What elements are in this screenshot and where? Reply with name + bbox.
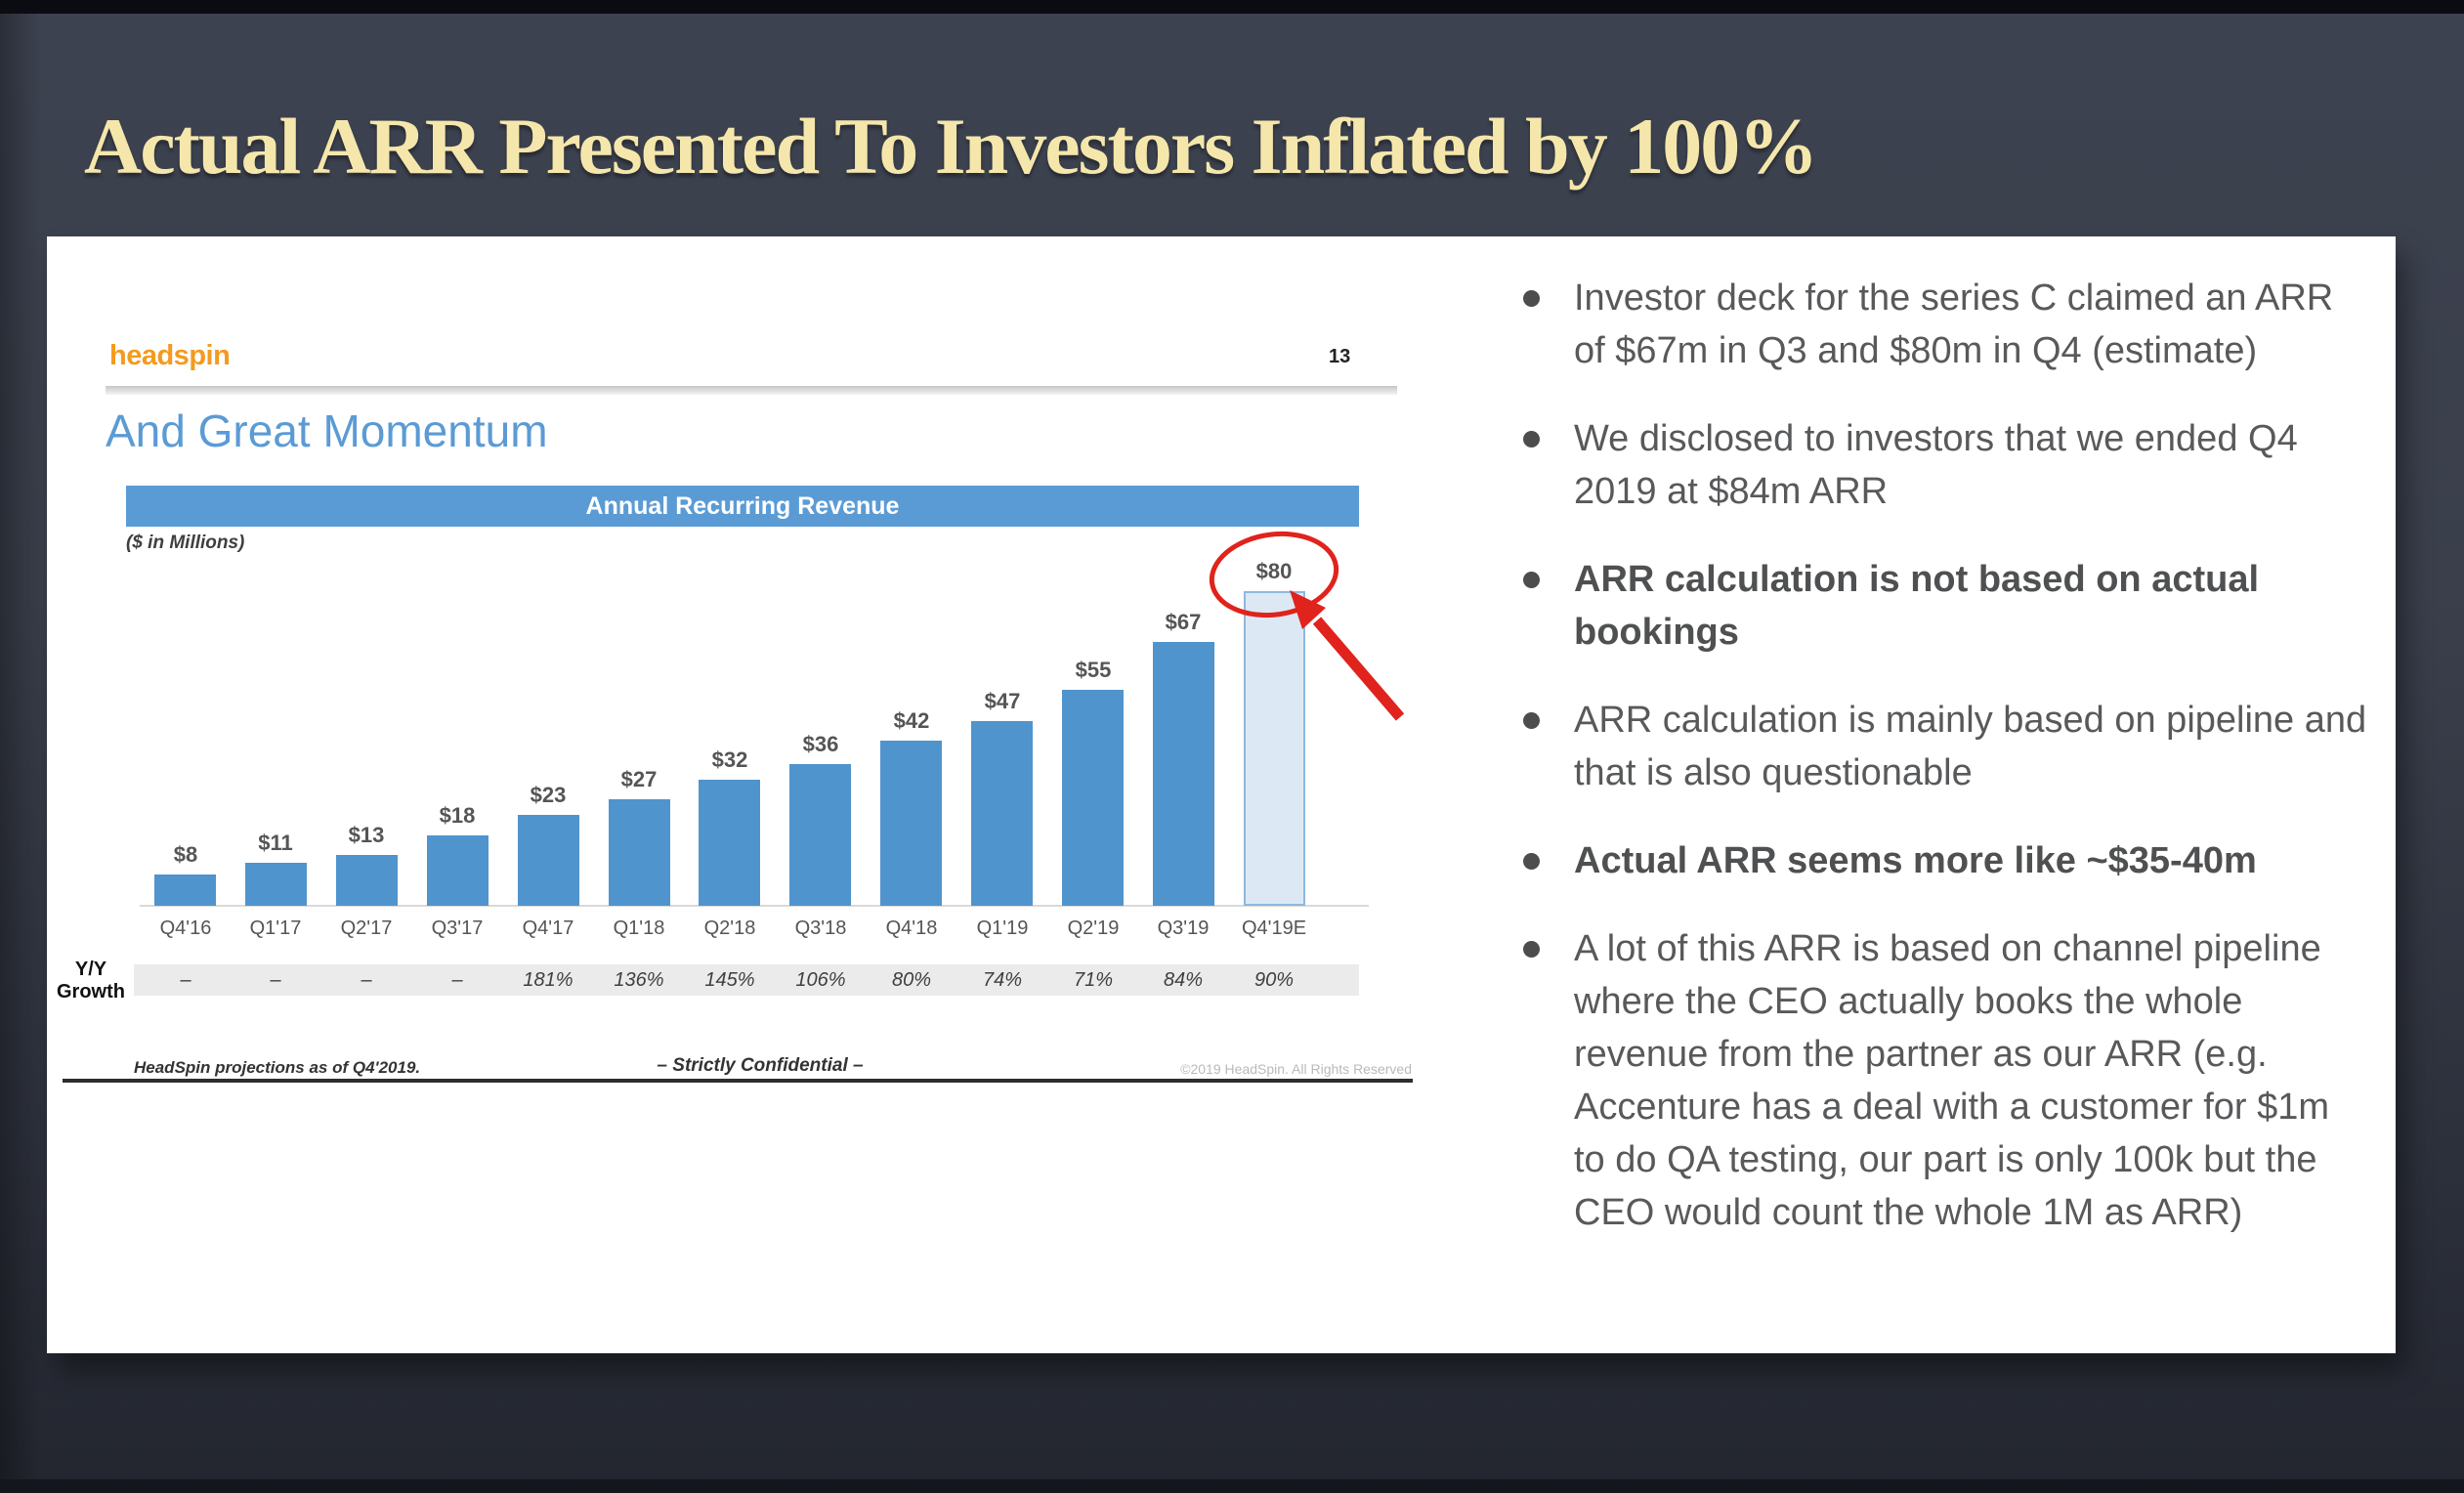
chart-units-note: ($ in Millions) <box>126 533 245 553</box>
bar-category-label: Q1'18 <box>613 917 665 939</box>
bar-value-label: $11 <box>258 831 293 855</box>
list-item: ARR calculation is mainly based on pipel… <box>1509 694 2394 799</box>
bar <box>699 780 760 906</box>
bar-category-label: Q4'19E <box>1241 917 1307 939</box>
slide-footer-confidential: – Strictly Confidential – <box>657 1055 864 1076</box>
x-axis-line <box>140 905 1369 907</box>
bar-value-label: $13 <box>348 823 385 847</box>
bar-value-label: $42 <box>893 708 930 733</box>
bar-category-label: Q1'17 <box>249 917 302 939</box>
bar <box>609 799 670 906</box>
bar-value-label: $23 <box>530 783 567 807</box>
bullet-text: We disclosed to investors that we ended … <box>1574 418 2298 512</box>
yoy-growth-value: – <box>270 969 281 991</box>
chart-title-banner: Annual Recurring Revenue <box>126 486 1359 527</box>
yoy-growth-value: 80% <box>891 969 932 991</box>
bar-category-label: Q3'19 <box>1157 917 1210 939</box>
list-item: Investor deck for the series C claimed a… <box>1509 272 2394 377</box>
bullet-text: Investor deck for the series C claimed a… <box>1574 277 2334 371</box>
slide-footer-divider <box>63 1079 1413 1083</box>
content-panel: headspin 13 And Great Momentum Annual Re… <box>47 236 2396 1353</box>
slide-header-divider <box>106 386 1397 395</box>
slide-footer-copyright: ©2019 HeadSpin. All Rights Reserved <box>1180 1061 1412 1077</box>
bar-category-label: Q2'18 <box>703 917 756 939</box>
bar <box>245 863 307 906</box>
bar-category-label: Q4'17 <box>522 917 574 939</box>
bar <box>427 835 489 906</box>
bar-value-label: $80 <box>1255 559 1293 583</box>
bar-category-label: Q3'18 <box>794 917 847 939</box>
bullet-text: ARR calculation is mainly based on pipel… <box>1574 700 2367 793</box>
bullet-icon <box>1509 922 1574 1239</box>
chart-title: Annual Recurring Revenue <box>585 492 900 520</box>
slide-footer-note: HeadSpin projections as of Q4'2019. <box>134 1058 421 1077</box>
yoy-growth-value: – <box>451 969 463 991</box>
yoy-growth-value: 106% <box>795 969 846 991</box>
yoy-growth-value: 74% <box>982 969 1023 991</box>
bar <box>1153 642 1214 906</box>
bullet-text: A lot of this ARR is based on channel pi… <box>1574 928 2330 1233</box>
bullet-icon <box>1509 834 1574 887</box>
bar-value-label: $47 <box>984 689 1021 713</box>
list-item: We disclosed to investors that we ended … <box>1509 412 2394 518</box>
bullet-icon <box>1509 694 1574 799</box>
yoy-growth-value: – <box>361 969 372 991</box>
bar-category-label: Q3'17 <box>431 917 484 939</box>
yoy-growth-value: 84% <box>1163 969 1204 991</box>
yoy-growth-band <box>134 964 1359 996</box>
bullet-text: Actual ARR seems more like ~$35-40m <box>1574 840 2257 881</box>
bar <box>518 815 579 906</box>
headspin-logo: headspin <box>109 340 231 371</box>
bar-value-label: $27 <box>620 767 658 791</box>
bar <box>789 764 851 906</box>
bar-highlighted <box>1244 591 1305 906</box>
bullet-icon <box>1509 553 1574 659</box>
yoy-growth-value: 71% <box>1073 969 1114 991</box>
list-item: ARR calculation is not based on actual b… <box>1509 553 2394 659</box>
bar-value-label: $18 <box>439 803 476 828</box>
bar-category-label: Q2'19 <box>1067 917 1120 939</box>
window-top-bar <box>0 0 2464 14</box>
bar-category-label: Q4'16 <box>159 917 212 939</box>
bar-value-label: $36 <box>802 732 839 756</box>
bar <box>154 874 216 906</box>
list-item: A lot of this ARR is based on channel pi… <box>1509 922 2394 1239</box>
bar-category-label: Q4'18 <box>885 917 938 939</box>
window-bottom-bar <box>0 1479 2464 1493</box>
bullet-icon <box>1509 412 1574 518</box>
list-item: Actual ARR seems more like ~$35-40m <box>1509 834 2394 887</box>
bar-value-label: $67 <box>1165 610 1202 634</box>
bar <box>971 721 1033 906</box>
bar-value-label: $32 <box>711 747 748 772</box>
bullet-text: ARR calculation is not based on actual b… <box>1574 559 2260 653</box>
bar-value-label: $55 <box>1075 658 1112 682</box>
bar <box>880 741 942 906</box>
yoy-growth-value: 136% <box>614 969 664 991</box>
bullet-icon <box>1509 272 1574 377</box>
page-title: Actual ARR Presented To Investors Inflat… <box>84 101 1818 191</box>
bar <box>1062 690 1124 906</box>
yoy-growth-label: Y/Y Growth <box>57 959 125 1002</box>
slide-heading: And Great Momentum <box>106 405 548 456</box>
yoy-growth-value: 181% <box>523 969 574 991</box>
yoy-growth-value: – <box>180 969 191 991</box>
notes-bullet-list: Investor deck for the series C claimed a… <box>1509 272 2394 1274</box>
slide-page-number: 13 <box>1329 346 1351 367</box>
bar-value-label: $8 <box>173 842 198 867</box>
red-arrow-annotation <box>1290 590 1405 721</box>
yoy-growth-value: 90% <box>1253 969 1295 991</box>
left-edge-shade <box>0 14 41 1479</box>
bar-category-label: Q2'17 <box>340 917 393 939</box>
bar-category-label: Q1'19 <box>976 917 1029 939</box>
yoy-growth-value: 145% <box>704 969 755 991</box>
bar <box>336 855 398 906</box>
